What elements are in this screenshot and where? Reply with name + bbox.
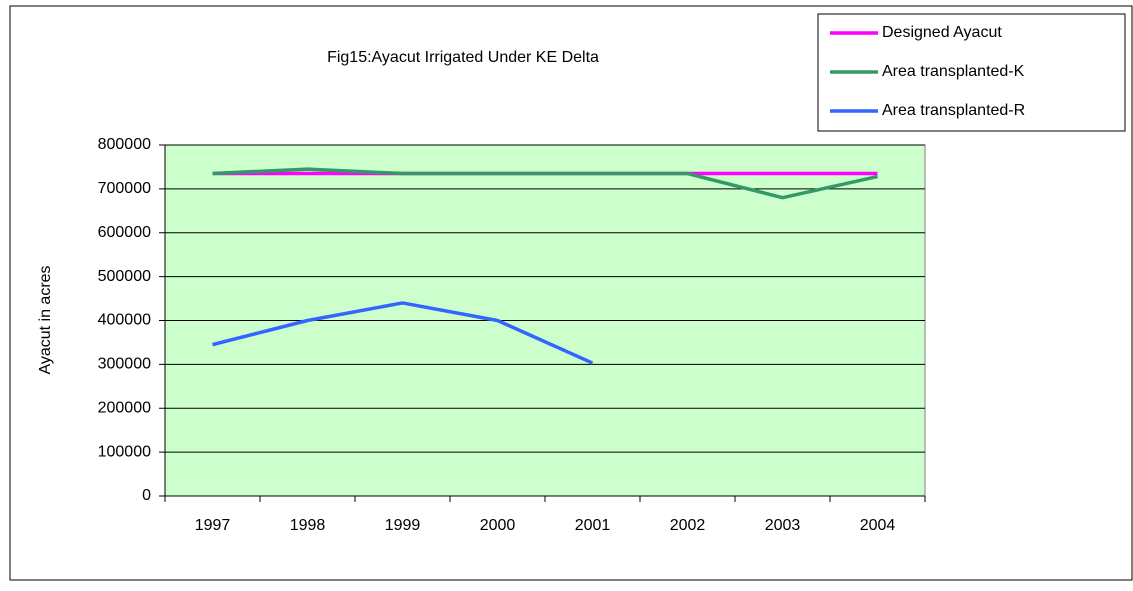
y-tick-label: 300000 xyxy=(98,356,151,373)
x-tick-label: 1998 xyxy=(290,517,326,534)
series-line xyxy=(212,167,878,200)
x-tick-label: 2000 xyxy=(480,517,516,534)
legend-label: Area transplanted-R xyxy=(882,102,1025,119)
x-tick-label: 1997 xyxy=(195,517,231,534)
x-tick-label: 2001 xyxy=(575,517,611,534)
x-tick-label: 2003 xyxy=(765,517,801,534)
y-tick-label: 400000 xyxy=(98,312,151,329)
y-tick-label: 500000 xyxy=(98,268,151,285)
y-tick-label: 0 xyxy=(142,487,151,504)
y-tick-label: 100000 xyxy=(98,443,151,460)
legend-label: Area transplanted-K xyxy=(882,63,1025,80)
series-line xyxy=(212,301,594,365)
legend-label: Designed Ayacut xyxy=(882,24,1002,41)
y-tick-label: 700000 xyxy=(98,180,151,197)
y-tick-label: 600000 xyxy=(98,224,151,241)
chart-title: Fig15:Ayacut Irrigated Under KE Delta xyxy=(327,49,599,66)
y-tick-label: 800000 xyxy=(98,136,151,153)
x-tick-label: 2004 xyxy=(860,517,896,534)
x-tick-label: 2002 xyxy=(670,517,706,534)
y-tick-label: 200000 xyxy=(98,399,151,416)
y-axis-label: Ayacut in acres xyxy=(37,265,54,374)
x-tick-label: 1999 xyxy=(385,517,421,534)
